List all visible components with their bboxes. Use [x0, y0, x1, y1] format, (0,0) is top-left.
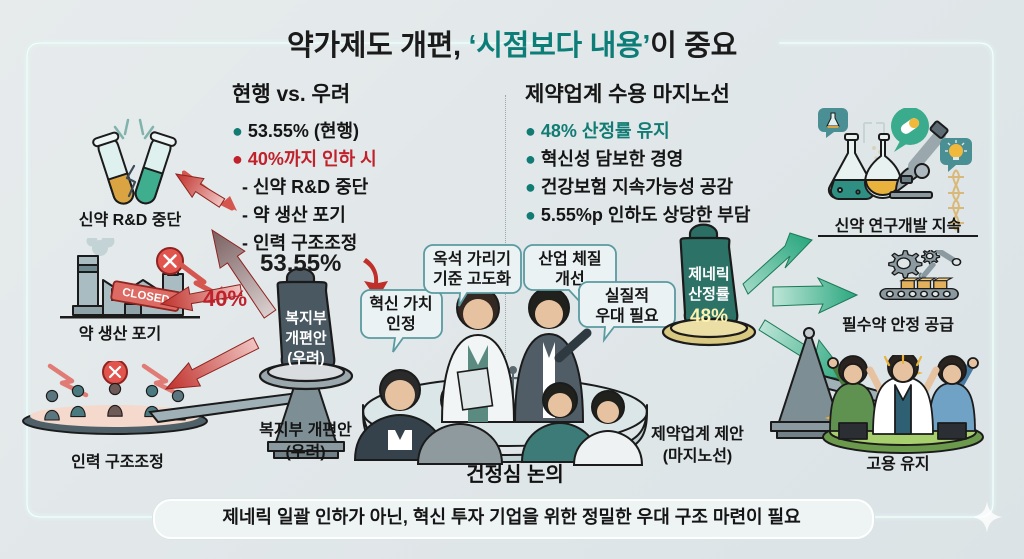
svg-text:산정률: 산정률: [688, 285, 730, 303]
svg-text:제네릭: 제네릭: [688, 265, 729, 283]
svg-text:혁신 가치: 혁신 가치: [369, 295, 432, 313]
svg-text:옥석 가리기: 옥석 가리기: [433, 250, 511, 268]
svg-text:인정: 인정: [386, 315, 415, 333]
svg-text:48%: 48%: [690, 306, 728, 327]
svg-text:산업 체질: 산업 체질: [538, 249, 601, 268]
svg-text:기준 고도화: 기준 고도화: [433, 269, 511, 288]
